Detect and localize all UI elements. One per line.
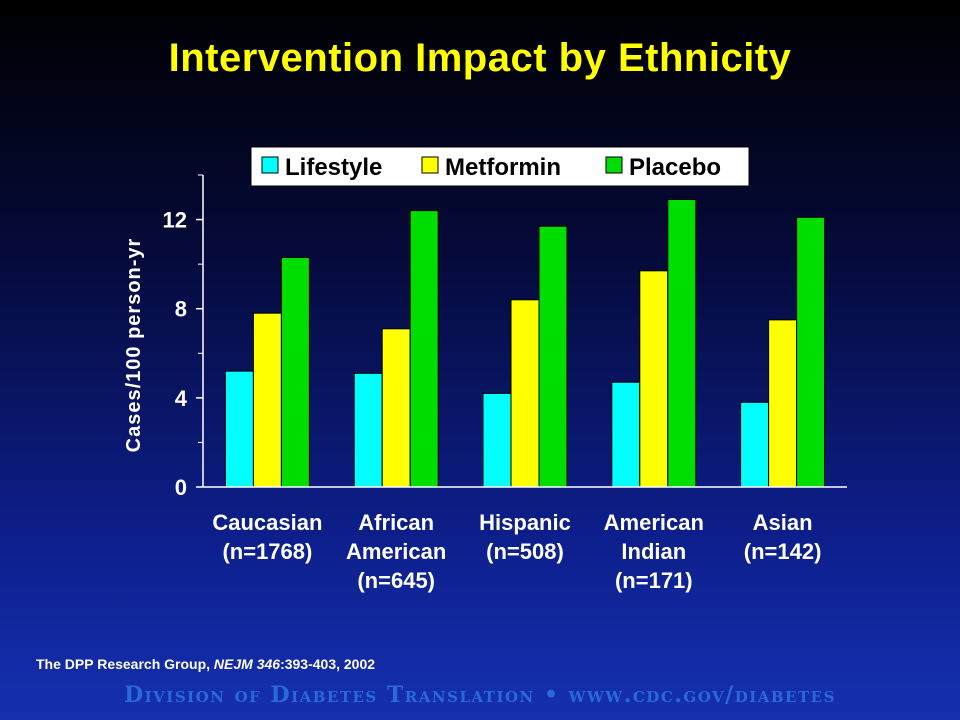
y-tick-label-12: 12 xyxy=(163,208,187,233)
x-tick-label-4-line-0: Asian xyxy=(753,510,813,535)
bar-placebo-4 xyxy=(796,216,826,488)
footer-separator: • xyxy=(543,682,560,708)
bar-lifestyle-0 xyxy=(224,370,254,488)
legend-label-metformin: Metformin xyxy=(445,154,561,181)
bar-metformin-1 xyxy=(381,328,411,488)
citation-suffix: :393-403, 2002 xyxy=(280,656,376,672)
legend-swatch-metformin xyxy=(421,156,439,174)
y-axis-label: Cases/100 person-yr xyxy=(123,238,145,453)
x-tick-label-4-line-1: (n=142) xyxy=(744,539,822,564)
y-tick-label-4: 4 xyxy=(175,386,188,411)
citation-prefix: The DPP Research Group, xyxy=(36,656,214,672)
x-tick-label-3-line-1: Indian xyxy=(621,539,686,564)
bar-placebo-0 xyxy=(280,256,310,488)
bar-lifestyle-3 xyxy=(611,381,641,488)
axes-group: 0 4 8 12 Cases/100 person-yr Caucasian (n=1768… xyxy=(123,174,847,593)
footer-banner: Division of Diabetes Translation • www.c… xyxy=(0,682,960,708)
bars-group xyxy=(224,199,826,488)
x-tick-label-3-line-0: American xyxy=(604,510,704,535)
x-tick-label-0-line-0: Caucasian xyxy=(212,510,322,535)
y-tick-label-8: 8 xyxy=(175,297,187,322)
x-tick-label-1-line-1: American xyxy=(346,539,446,564)
slide-title: Intervention Impact by Ethnicity xyxy=(168,36,792,80)
x-tick-label-2-line-0: Hispanic xyxy=(479,510,571,535)
bar-metformin-2 xyxy=(510,299,540,488)
legend-box xyxy=(250,146,750,187)
footer-division: Division of Diabetes Translation xyxy=(124,682,535,708)
bar-placebo-2 xyxy=(538,225,568,488)
bar-metformin-4 xyxy=(768,319,798,488)
bar-metformin-0 xyxy=(252,312,282,488)
bar-lifestyle-4 xyxy=(740,401,770,488)
legend-label-placebo: Placebo xyxy=(629,154,721,181)
footer-url: www.cdc.gov/diabetes xyxy=(568,682,836,708)
bar-placebo-1 xyxy=(409,210,439,488)
legend: Lifestyle Metformin Placebo xyxy=(250,146,750,187)
x-tick-label-0-line-1: (n=1768) xyxy=(222,539,312,564)
x-tick-label-2-line-1: (n=508) xyxy=(486,539,564,564)
legend-label-lifestyle: Lifestyle xyxy=(285,154,382,181)
x-tick-label-3-line-2: (n=171) xyxy=(615,568,693,593)
x-tick-label-1-line-0: African xyxy=(358,510,434,535)
x-tick-label-1-line-2: (n=645) xyxy=(357,568,435,593)
citation-journal: NEJM 346 xyxy=(213,656,281,672)
citation: The DPP Research Group, NEJM 346:393-403… xyxy=(36,656,375,672)
y-tick-label-0: 0 xyxy=(175,475,187,500)
legend-swatch-lifestyle xyxy=(261,156,279,174)
bar-lifestyle-2 xyxy=(482,392,512,488)
bar-metformin-3 xyxy=(639,270,669,488)
bar-placebo-3 xyxy=(667,199,697,488)
legend-swatch-placebo xyxy=(605,156,623,174)
bar-lifestyle-1 xyxy=(353,372,383,488)
